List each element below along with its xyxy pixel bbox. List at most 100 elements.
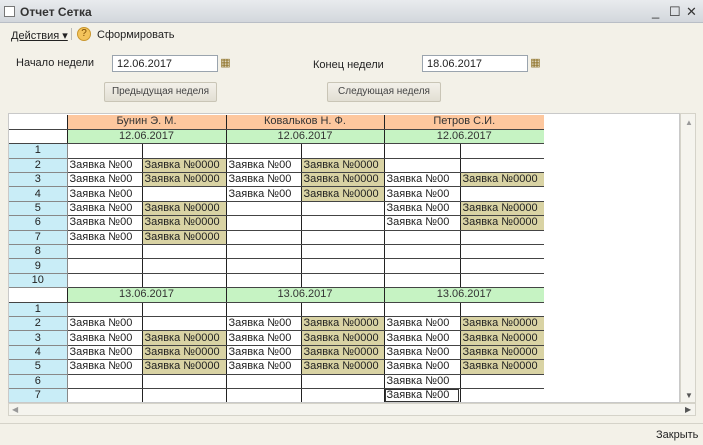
grid-cell[interactable]: Заявка №0000 <box>141 158 226 174</box>
grid-cell[interactable]: Заявка №0000 <box>459 201 544 217</box>
grid-cell[interactable]: Заявка №0000 <box>459 316 544 332</box>
scroll-down-icon[interactable]: ▼ <box>685 391 693 400</box>
grid-cell[interactable] <box>66 273 142 289</box>
next-week-button[interactable]: Следующая неделя <box>327 82 441 102</box>
grid-cell[interactable]: Заявка №00 <box>66 230 142 246</box>
grid-cell[interactable]: Заявка №00 <box>225 316 301 332</box>
previous-week-button[interactable]: Предыдущая неделя <box>104 82 217 102</box>
grid-cell[interactable]: Заявка №0000 <box>300 345 384 361</box>
grid-cell[interactable]: Заявка №0000 <box>459 215 544 231</box>
scroll-left-icon[interactable]: ◀ <box>12 405 19 414</box>
grid-cell[interactable]: Заявка №0000 <box>141 330 226 346</box>
grid-cell[interactable] <box>300 258 384 274</box>
grid-cell[interactable] <box>225 201 301 217</box>
horizontal-scrollbar[interactable]: ◀ ▶ <box>8 403 696 416</box>
grid-cell[interactable] <box>383 273 460 289</box>
grid-cell[interactable]: Заявка №0000 <box>300 172 384 188</box>
help-icon[interactable]: ? <box>77 27 91 41</box>
grid-cell[interactable] <box>383 244 460 260</box>
grid-cell[interactable] <box>300 215 384 231</box>
grid-cell[interactable] <box>66 388 142 402</box>
start-week-input[interactable]: 12.06.2017 <box>112 55 218 72</box>
grid-cell[interactable]: Заявка №00 <box>225 359 301 375</box>
scroll-right-icon[interactable]: ▶ <box>685 405 692 414</box>
grid-cell[interactable] <box>300 201 384 217</box>
grid-cell[interactable] <box>141 143 226 159</box>
grid-cell[interactable] <box>459 302 544 317</box>
grid-cell[interactable] <box>66 374 142 389</box>
grid-cell[interactable]: Заявка №00 <box>225 186 301 202</box>
grid-cell[interactable]: Заявка №00 <box>383 215 460 231</box>
grid-cell[interactable]: Заявка №0000 <box>141 201 226 217</box>
grid-cell[interactable] <box>225 143 301 159</box>
grid-cell[interactable] <box>383 302 460 317</box>
grid-cell[interactable] <box>300 374 384 389</box>
grid-cell[interactable] <box>300 143 384 159</box>
calendar-icon[interactable]: ▦ <box>530 57 541 69</box>
grid-cell[interactable] <box>459 388 544 402</box>
grid-cell[interactable] <box>225 374 301 389</box>
grid-cell[interactable]: Заявка №0000 <box>141 359 226 375</box>
grid-cell[interactable]: Заявка №0000 <box>141 215 226 231</box>
grid-cell[interactable]: Заявка №00 <box>383 201 460 217</box>
grid-cell[interactable] <box>459 258 544 274</box>
grid-cell[interactable] <box>141 374 226 389</box>
grid-cell[interactable] <box>459 244 544 260</box>
grid-cell[interactable] <box>225 244 301 260</box>
grid-cell[interactable]: Заявка №00 <box>66 186 142 202</box>
grid-cell[interactable] <box>459 374 544 389</box>
grid-cell[interactable] <box>459 273 544 289</box>
grid-cell[interactable]: Заявка №0000 <box>300 330 384 346</box>
grid-cell[interactable]: Заявка №0000 <box>459 345 544 361</box>
grid-cell[interactable]: Заявка №00 <box>383 374 460 389</box>
grid-cell[interactable]: Заявка №00 <box>66 215 142 231</box>
grid-cell[interactable]: Заявка №00 <box>66 345 142 361</box>
grid-cell[interactable]: Заявка №00 <box>66 359 142 375</box>
grid-cell[interactable]: Заявка №0000 <box>141 230 226 246</box>
grid-cell[interactable] <box>300 388 384 402</box>
grid-cell[interactable] <box>225 258 301 274</box>
grid-cell[interactable]: Заявка №00 <box>383 186 460 202</box>
grid-cell[interactable] <box>225 388 301 402</box>
grid-cell[interactable]: Заявка №00 <box>66 158 142 174</box>
grid-cell[interactable] <box>383 143 460 159</box>
grid-cell[interactable] <box>141 316 226 332</box>
grid-cell[interactable] <box>383 230 460 246</box>
grid-cell[interactable] <box>300 244 384 260</box>
grid-cell[interactable] <box>141 258 226 274</box>
grid-cell[interactable]: Заявка №00 <box>66 201 142 217</box>
grid-cell[interactable]: Заявка №0000 <box>300 316 384 332</box>
grid-cell[interactable]: Заявка №00 <box>225 158 301 174</box>
grid-cell[interactable] <box>66 258 142 274</box>
grid-cell[interactable] <box>459 158 544 174</box>
close-button[interactable]: Закрыть <box>656 429 699 441</box>
grid-cell[interactable] <box>141 388 226 402</box>
generate-button[interactable]: Сформировать <box>97 29 175 41</box>
grid-cell[interactable] <box>459 230 544 246</box>
grid-cell[interactable]: Заявка №0000 <box>459 172 544 188</box>
calendar-icon[interactable]: ▦ <box>220 57 231 69</box>
close-window-button[interactable]: ✕ <box>686 4 697 19</box>
maximize-button[interactable]: ☐ <box>669 4 681 19</box>
grid-cell[interactable]: Заявка №00 <box>66 330 142 346</box>
grid-cell[interactable] <box>66 143 142 159</box>
grid-cell[interactable]: Заявка №00 <box>383 388 460 402</box>
scroll-up-icon[interactable]: ▲ <box>685 118 693 127</box>
grid-cell[interactable]: Заявка №0000 <box>459 330 544 346</box>
grid-cell[interactable] <box>300 230 384 246</box>
grid-cell[interactable] <box>141 186 226 202</box>
grid-cell[interactable] <box>459 143 544 159</box>
grid-cell[interactable] <box>225 273 301 289</box>
grid-cell[interactable]: Заявка №00 <box>66 172 142 188</box>
grid-cell[interactable] <box>141 273 226 289</box>
grid-cell[interactable]: Заявка №00 <box>383 172 460 188</box>
grid-cell[interactable]: Заявка №0000 <box>141 345 226 361</box>
grid-cell[interactable] <box>225 215 301 231</box>
grid-cell[interactable]: Заявка №00 <box>383 316 460 332</box>
grid-cell[interactable]: Заявка №0000 <box>300 158 384 174</box>
grid-cell[interactable] <box>383 258 460 274</box>
actions-menu[interactable]: Действия ▾ <box>11 30 68 42</box>
grid-cell[interactable]: Заявка №00 <box>225 345 301 361</box>
minimize-button[interactable]: _ <box>652 4 660 19</box>
grid-cell[interactable] <box>66 244 142 260</box>
